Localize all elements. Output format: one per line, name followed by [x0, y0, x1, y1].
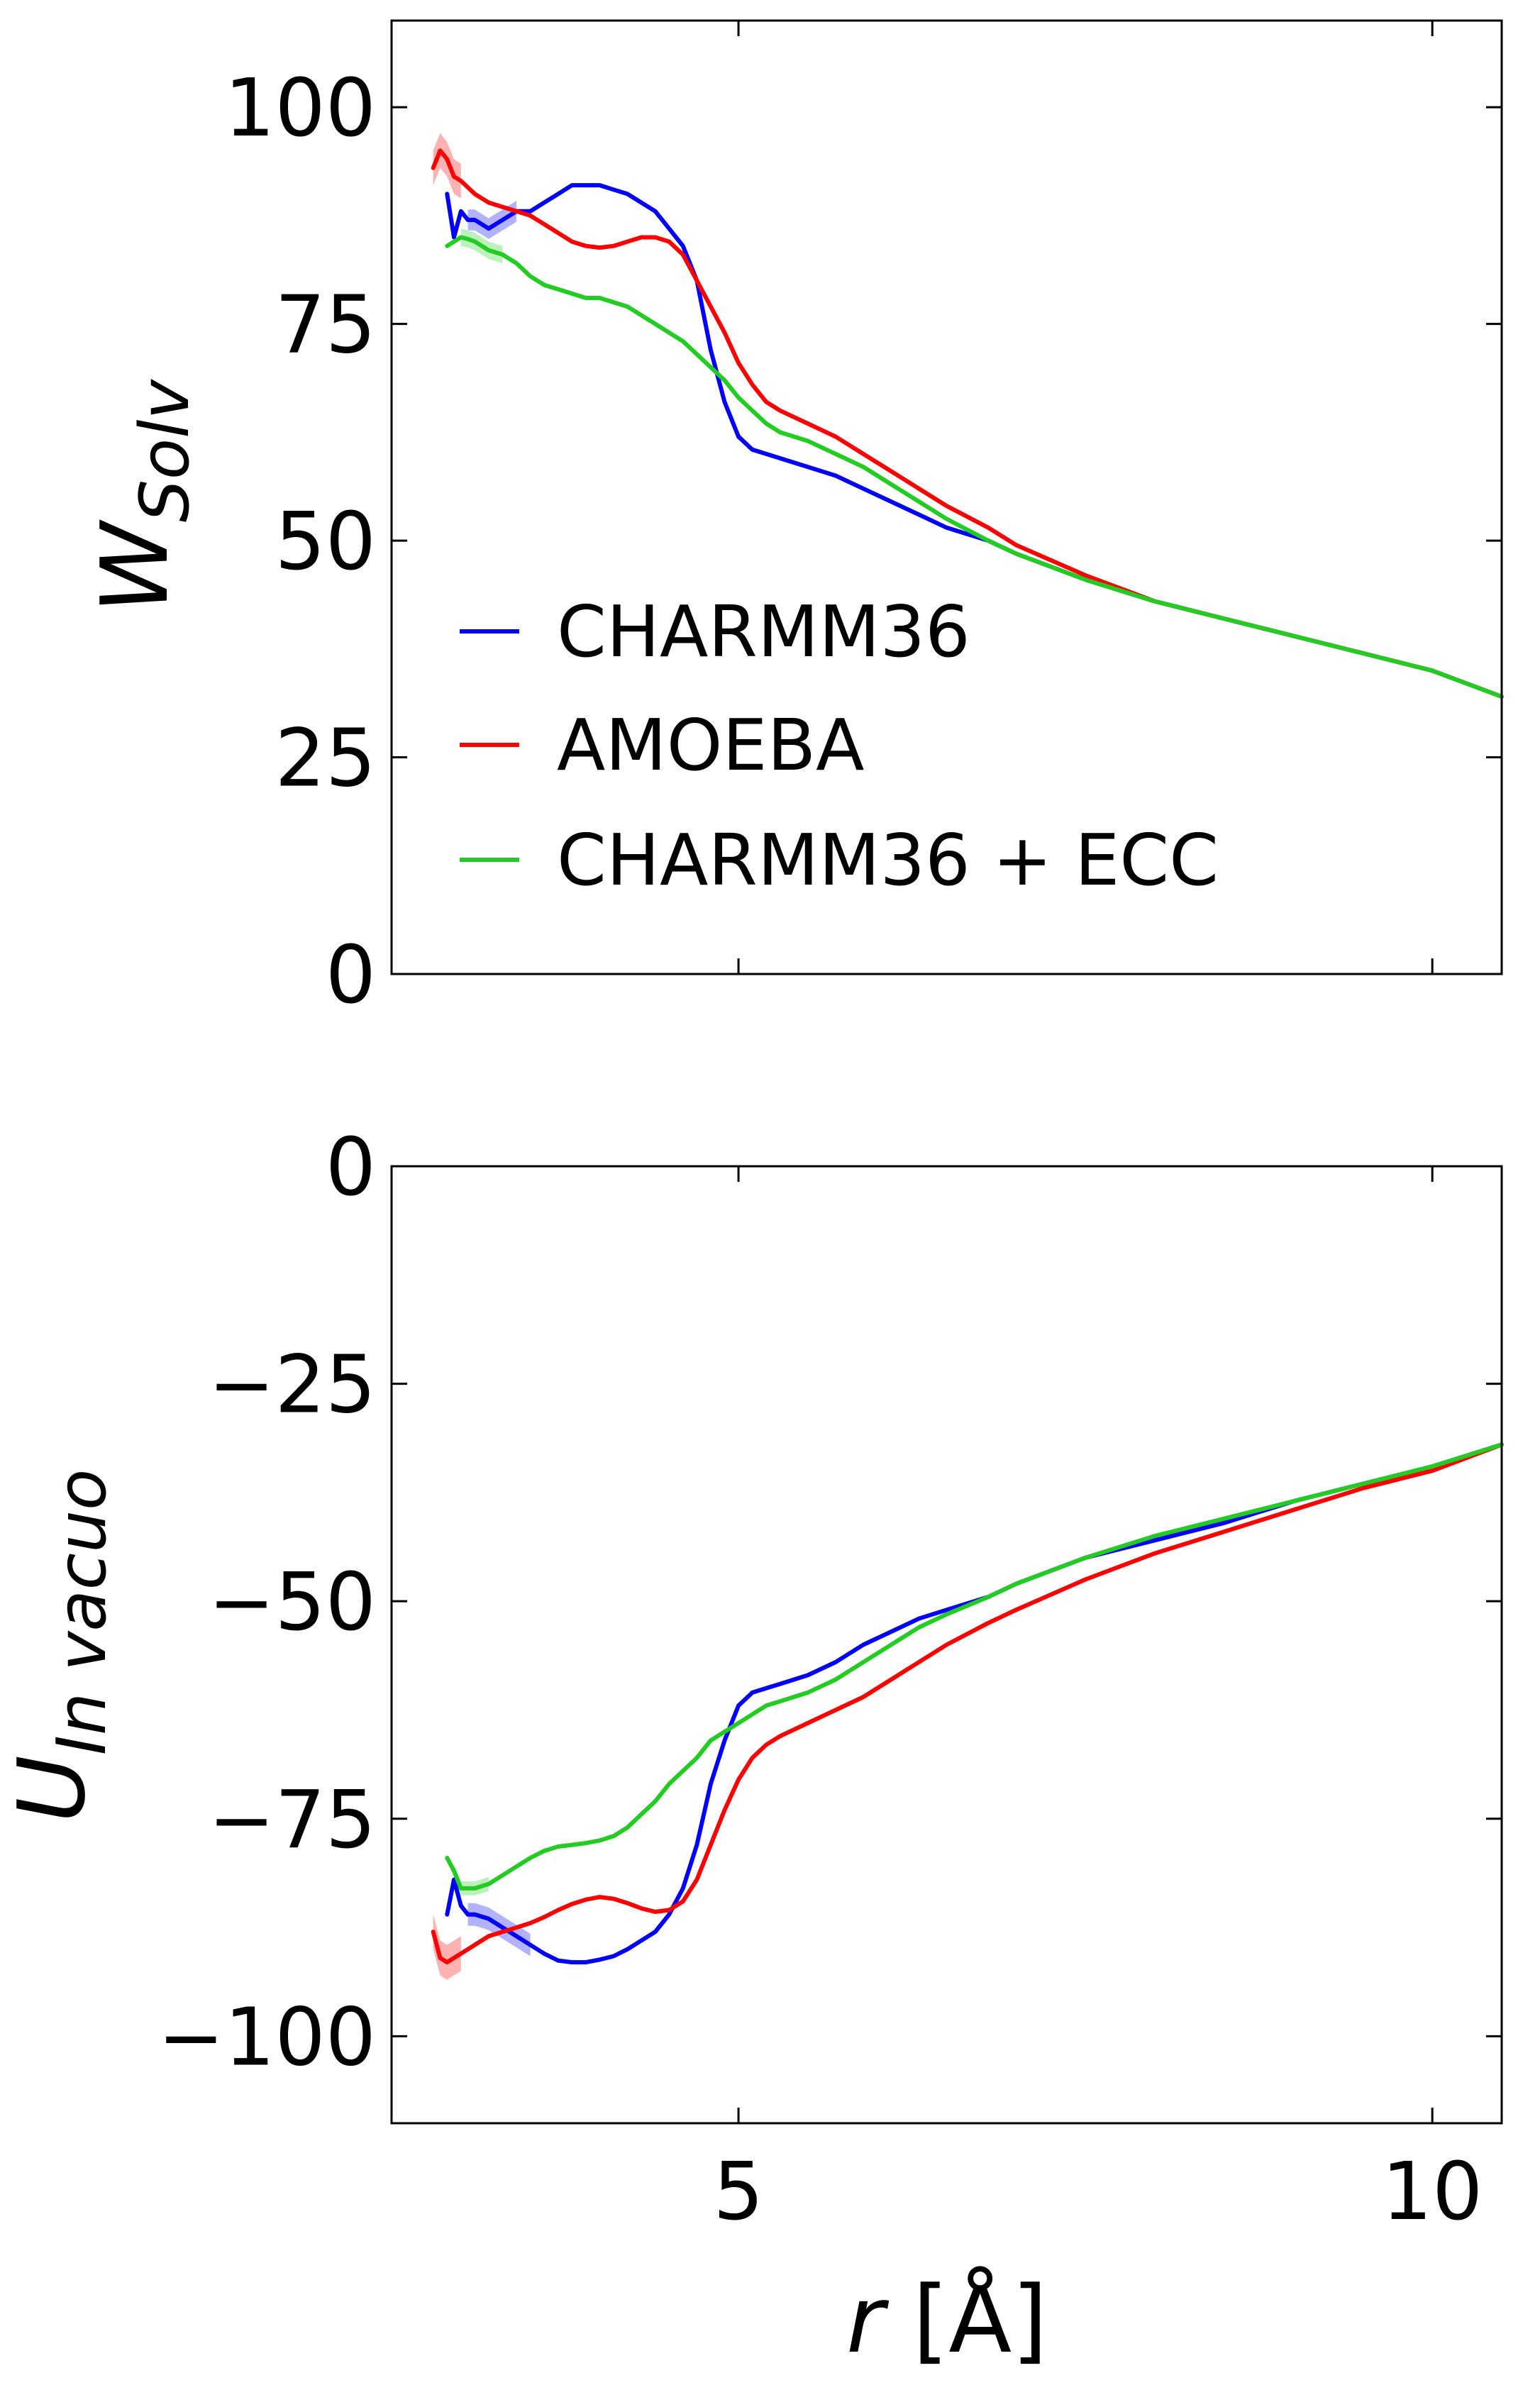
top-series	[431, 148, 1504, 699]
bottom-ytick-label-1: −25	[209, 1339, 376, 1432]
panel-bottom: 0 −25 −50 −75 −100 5 10 UIn vacuo r [Å]	[0, 1122, 1504, 2374]
bottom-series-charmm36	[445, 1442, 1504, 1965]
bottom-ytick-label-2: −50	[209, 1556, 376, 1649]
bottom-xtick-label-1: 10	[1382, 2146, 1483, 2238]
bottom-xtick-label-0: 5	[713, 2146, 763, 2238]
top-ytick-label-4: 100	[224, 62, 376, 155]
bottom-plot-frame	[390, 1165, 1503, 2125]
bottom-ytick-label-4: −100	[157, 1991, 376, 2084]
legend-label-amoeba: AMOEBA	[557, 704, 865, 787]
top-band-0	[467, 201, 517, 239]
bottom-xtick-labels: 5 10	[713, 2146, 1483, 2238]
bottom-series	[431, 1442, 1504, 1965]
bottom-band-1	[433, 1914, 461, 1980]
legend-label-charmm36: CHARMM36	[557, 590, 970, 673]
top-band-1	[433, 133, 461, 199]
top-ytick-label-0: 0	[326, 929, 376, 1022]
top-ytick-label-2: 50	[275, 496, 376, 588]
top-ticks	[392, 21, 1502, 975]
bottom-ytick-label-0: 0	[326, 1122, 376, 1214]
panel-top: 0 25 50 75 100 WSolv CHARMM36 AMOEBA CHARMM3…	[81, 19, 1504, 1022]
top-ytick-label-3: 75	[275, 280, 376, 372]
bottom-series-charmm36-ecc	[445, 1442, 1504, 1891]
top-series-charmm36-ecc	[445, 235, 1504, 699]
bottom-band-0	[467, 1903, 531, 1957]
bottom-series-amoeba	[431, 1442, 1504, 1965]
top-series-amoeba	[431, 148, 1504, 699]
top-plot-frame	[390, 19, 1503, 975]
legend: CHARMM36 AMOEBA CHARMM36 + ECC	[460, 590, 1219, 902]
bottom-ytick-label-3: −75	[209, 1774, 376, 1866]
legend-label-charmm36-ecc: CHARMM36 + ECC	[557, 819, 1219, 902]
x-axis-label: r [Å]	[846, 2266, 1048, 2374]
top-ylabel: WSolv	[81, 378, 204, 613]
bottom-ytick-labels: 0 −25 −50 −75 −100	[157, 1122, 376, 2084]
bottom-ticks	[392, 1165, 1502, 2123]
top-ytick-labels: 0 25 50 75 100	[224, 62, 376, 1022]
top-ytick-label-1: 25	[275, 713, 376, 805]
bottom-ylabel: UIn vacuo	[0, 1469, 121, 1823]
